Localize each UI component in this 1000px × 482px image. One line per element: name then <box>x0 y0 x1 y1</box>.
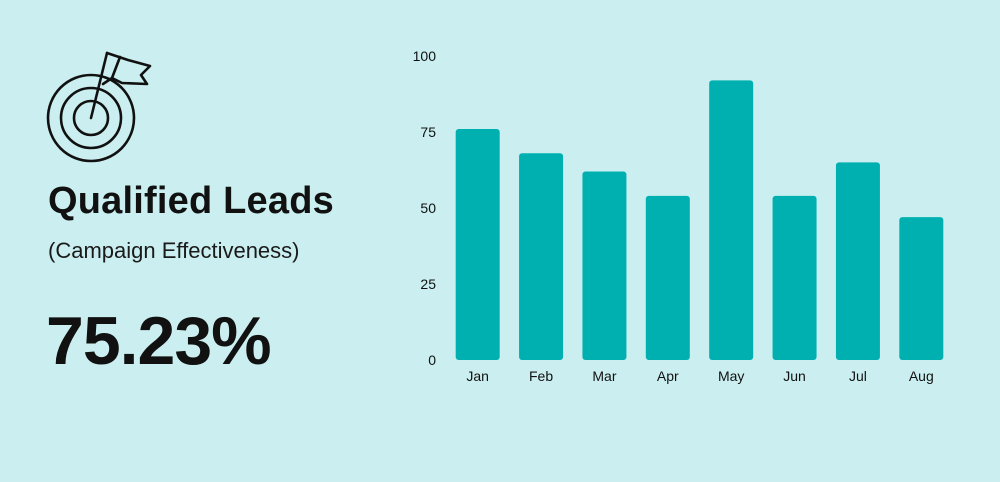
bar-aug <box>899 217 944 360</box>
y-tick-label: 0 <box>428 352 436 368</box>
bar-may <box>709 80 754 360</box>
x-tick-label: Jun <box>783 368 806 384</box>
x-tick-label: May <box>718 368 744 384</box>
y-tick-label: 75 <box>420 124 436 140</box>
y-tick-label: 25 <box>420 276 436 292</box>
x-tick-label: Feb <box>529 368 553 384</box>
bar-jul <box>835 162 880 360</box>
bar-jun <box>772 195 817 360</box>
y-axis: 0 25 50 75 100 <box>413 48 437 368</box>
bar-apr <box>645 195 690 360</box>
x-tick-label: Apr <box>657 368 679 384</box>
x-axis: Jan Feb Mar Apr May Jun Jul Aug <box>466 368 933 384</box>
page-subtitle: (Campaign Effectiveness) <box>48 238 300 263</box>
y-tick-label: 100 <box>413 48 437 64</box>
bar-chart: 0 25 50 75 100 Jan Feb Mar Apr May Jun Jul Aug <box>413 48 944 384</box>
x-tick-label: Aug <box>909 368 934 384</box>
x-tick-label: Jul <box>849 368 867 384</box>
x-tick-label: Jan <box>466 368 489 384</box>
metric-value: 75.23% <box>46 303 272 379</box>
page-title: Qualified Leads <box>48 180 334 222</box>
bar-jan <box>455 128 500 360</box>
bar-mar <box>582 171 627 360</box>
target-flag-icon <box>46 51 152 163</box>
x-tick-label: Mar <box>592 368 616 384</box>
y-tick-label: 50 <box>420 200 436 216</box>
bar-feb <box>519 153 564 360</box>
bar-series <box>455 80 944 360</box>
